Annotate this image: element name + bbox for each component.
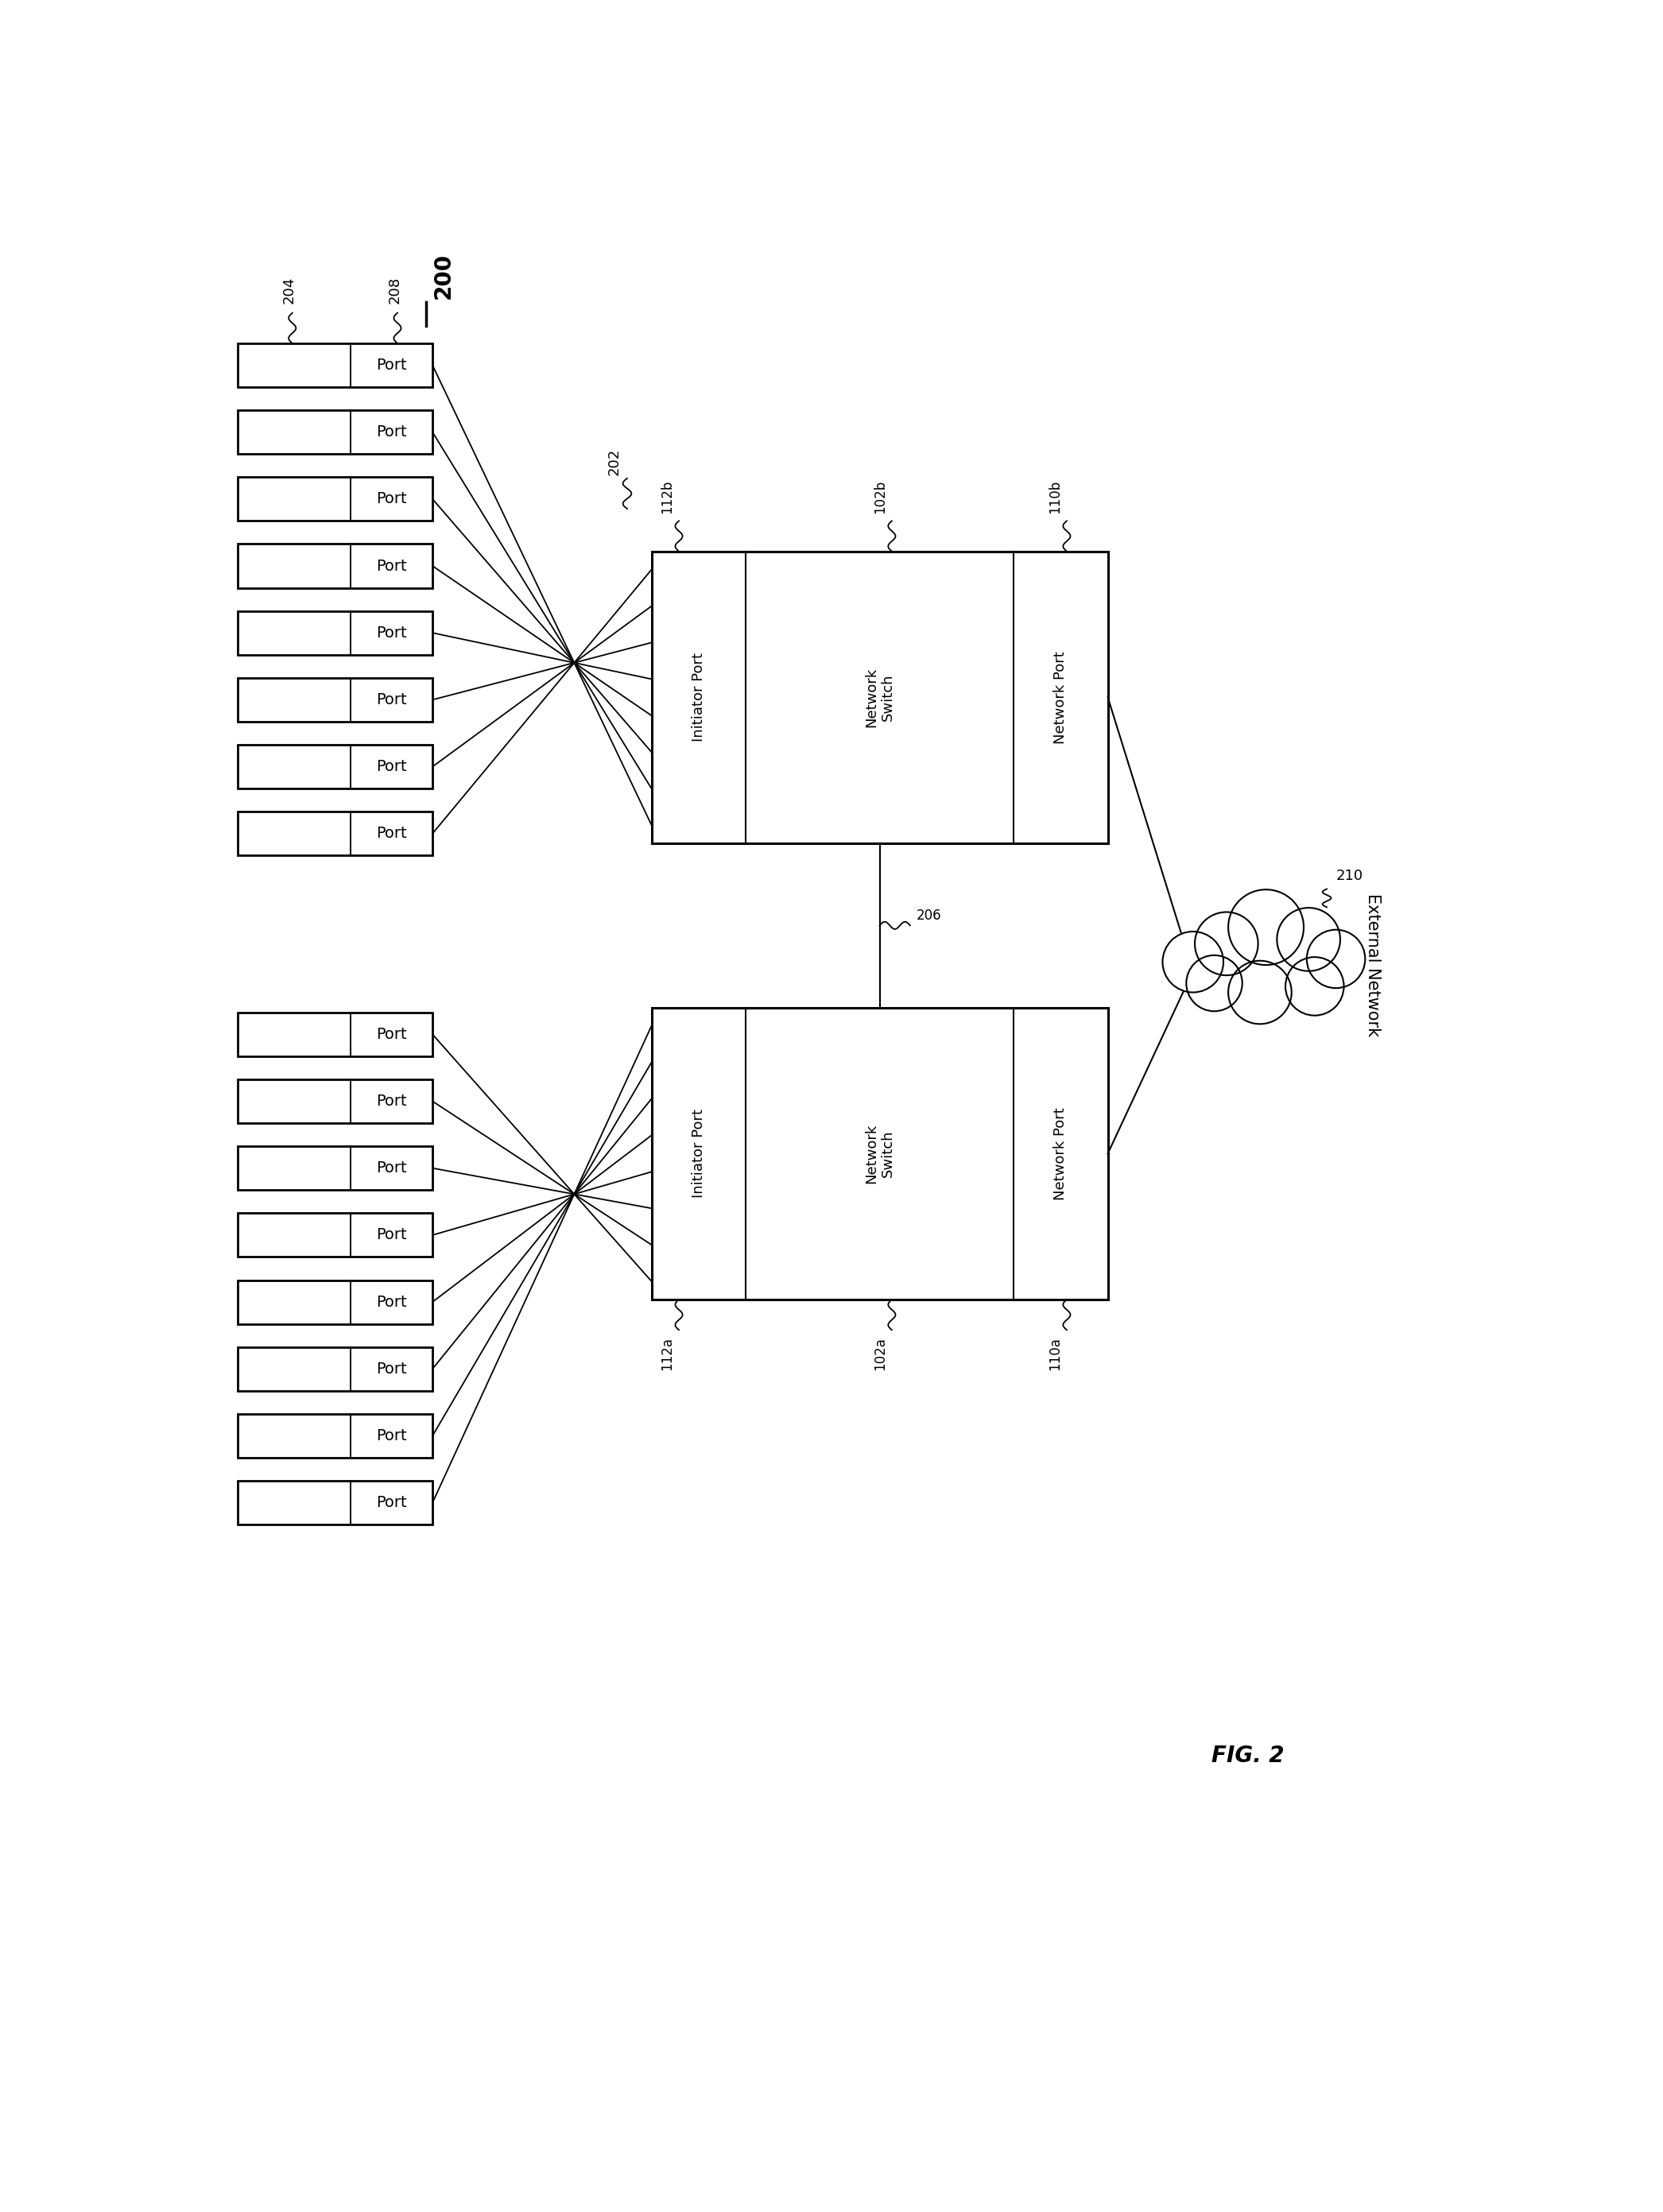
Text: Port: Port [376,759,407,774]
Circle shape [1162,931,1224,993]
Bar [238,1413,432,1458]
Text: Port: Port [376,1495,407,1511]
Text: Port: Port [376,1228,407,1243]
Text: Port: Port [376,825,407,841]
Bar [238,1013,432,1057]
Text: Port: Port [376,1161,407,1177]
Text: Network
Switch: Network Switch [865,668,895,728]
Text: External Network: External Network [1365,894,1380,1037]
Bar [238,409,432,453]
Text: FIG. 2: FIG. 2 [1211,1745,1284,1767]
Text: Port: Port [376,1429,407,1444]
Bar [238,1212,432,1256]
Text: 110b: 110b [1048,480,1063,513]
Text: Port: Port [376,358,407,374]
Bar [238,343,432,387]
Text: Port: Port [376,1294,407,1310]
Bar [238,1281,432,1323]
Bar [238,544,432,588]
Text: Port: Port [376,1093,407,1108]
Circle shape [1194,911,1259,975]
Text: Port: Port [376,692,407,708]
Text: Port: Port [376,491,407,507]
Circle shape [1229,889,1304,964]
Text: 110a: 110a [1048,1338,1063,1371]
Text: 200: 200 [432,252,454,299]
Circle shape [1229,960,1292,1024]
Bar [238,677,432,721]
Text: 112b: 112b [660,480,674,513]
Bar [238,1347,432,1391]
Text: 206: 206 [916,909,941,922]
Text: 210: 210 [1335,869,1364,883]
Text: 102b: 102b [873,480,886,513]
Circle shape [1277,907,1340,971]
Bar [238,1480,432,1524]
Text: Network Port: Network Port [1053,1108,1068,1199]
Bar [652,551,1108,843]
Text: 208: 208 [387,276,401,303]
Text: 102a: 102a [873,1338,886,1371]
Bar [238,745,432,790]
Circle shape [1186,956,1242,1011]
Text: 112a: 112a [660,1338,674,1371]
Text: Network Port: Network Port [1053,650,1068,743]
Text: Port: Port [376,425,407,440]
Text: Initiator Port: Initiator Port [692,653,705,741]
Bar [238,1146,432,1190]
Text: 204: 204 [283,276,296,303]
Text: Port: Port [376,626,407,641]
Text: Initiator Port: Initiator Port [692,1108,705,1199]
Text: Port: Port [376,1360,407,1376]
Text: Port: Port [376,1026,407,1042]
Bar [238,611,432,655]
Text: Port: Port [376,557,407,573]
Bar [652,1009,1108,1301]
Text: 202: 202 [607,449,620,476]
Circle shape [1307,929,1365,989]
Bar [238,812,432,856]
Bar [238,478,432,522]
Bar [238,1079,432,1124]
Circle shape [1285,958,1344,1015]
Text: Network
Switch: Network Switch [865,1124,895,1183]
